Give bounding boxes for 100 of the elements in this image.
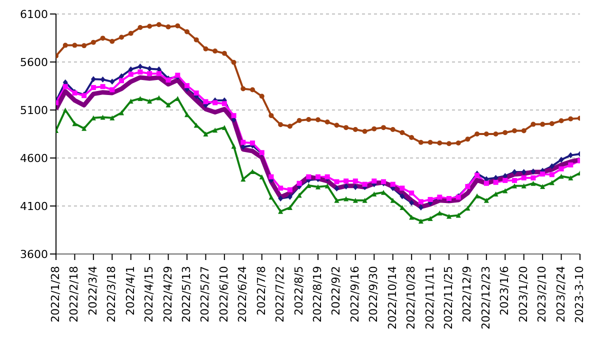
point — [287, 194, 292, 200]
point — [184, 83, 190, 88]
point — [362, 128, 368, 134]
point — [156, 71, 162, 76]
point — [409, 200, 414, 206]
x-tick-label: 2022/6/10 — [217, 266, 230, 322]
point — [278, 208, 284, 214]
x-tick-label: 2022/7/22 — [274, 266, 287, 322]
point — [119, 78, 124, 84]
point — [138, 64, 143, 70]
point — [110, 78, 115, 85]
point — [100, 84, 106, 90]
point — [512, 183, 517, 188]
x-tick-label: 2022/6/24 — [236, 266, 250, 322]
point — [166, 102, 171, 108]
point — [530, 175, 536, 180]
point — [512, 128, 517, 134]
point — [250, 87, 255, 92]
point — [110, 87, 115, 92]
point — [82, 126, 87, 131]
point — [568, 175, 574, 180]
point — [62, 108, 68, 113]
x-tick-label: 2022/8/5 — [292, 266, 306, 316]
x-tick-label: 2022/10/14 — [386, 266, 399, 330]
point — [502, 130, 508, 136]
point — [418, 204, 424, 211]
x-tick-label: 2022/4/1 — [124, 266, 137, 316]
x-tick-label: 2022/3/4 — [86, 266, 100, 316]
point — [549, 180, 554, 186]
point — [437, 140, 442, 146]
point — [128, 66, 134, 72]
point — [278, 196, 284, 202]
y-tick-label: 3600 — [20, 248, 48, 261]
point — [119, 34, 124, 40]
x-tick-label: 2023/2/10 — [536, 266, 549, 322]
point — [540, 172, 546, 177]
point — [493, 180, 498, 185]
y-tick-label: 5100 — [20, 104, 48, 117]
x-tick-label: 2022/8/19 — [311, 266, 324, 322]
x-tick-label: 2022/4/29 — [161, 266, 174, 322]
point — [100, 114, 106, 120]
point — [352, 126, 358, 132]
point — [231, 113, 236, 118]
x-tick-label: 2022/4/15 — [142, 266, 156, 322]
point — [212, 128, 218, 133]
x-tick-label: 2022/11/11 — [423, 266, 436, 330]
point — [484, 132, 489, 136]
y-tick-label: 5600 — [20, 56, 48, 69]
point — [521, 169, 526, 176]
point — [334, 122, 340, 128]
point — [456, 140, 461, 146]
point — [502, 178, 508, 183]
point — [344, 178, 349, 184]
point — [446, 214, 452, 219]
point — [100, 36, 106, 41]
point — [362, 198, 368, 203]
point — [147, 24, 152, 29]
point — [250, 140, 255, 146]
point — [90, 85, 96, 90]
point — [549, 163, 554, 170]
point — [334, 186, 340, 192]
point — [212, 100, 218, 106]
point — [549, 172, 554, 178]
point — [324, 183, 330, 188]
point — [418, 140, 424, 145]
point — [521, 128, 526, 134]
point — [306, 174, 312, 180]
point — [558, 156, 564, 163]
point — [306, 117, 312, 122]
x-tick-label: 2022/10/28 — [404, 266, 418, 330]
point — [287, 205, 292, 210]
point — [100, 76, 106, 82]
point — [352, 184, 358, 190]
point — [90, 40, 96, 45]
point — [446, 141, 452, 146]
point — [568, 162, 574, 168]
point — [128, 72, 134, 77]
point — [334, 179, 340, 184]
point — [428, 196, 433, 202]
point — [381, 125, 386, 130]
point — [268, 113, 274, 118]
point — [362, 182, 368, 187]
x-tick-label: 2022/5/13 — [180, 266, 194, 322]
point — [268, 194, 274, 200]
point — [324, 174, 330, 180]
point — [175, 96, 180, 101]
point — [530, 122, 536, 127]
point — [184, 112, 190, 118]
point — [568, 116, 574, 122]
point — [530, 168, 536, 174]
x-tick-label: 2022/7/8 — [254, 266, 268, 316]
point — [428, 216, 433, 221]
point — [409, 134, 414, 140]
point — [400, 130, 405, 136]
point — [512, 169, 517, 176]
point — [119, 110, 124, 116]
x-tick-label: 2022/12/23 — [479, 266, 492, 330]
point — [530, 180, 536, 186]
x-tick-label: 2022/2/18 — [68, 266, 81, 322]
point — [558, 118, 564, 124]
